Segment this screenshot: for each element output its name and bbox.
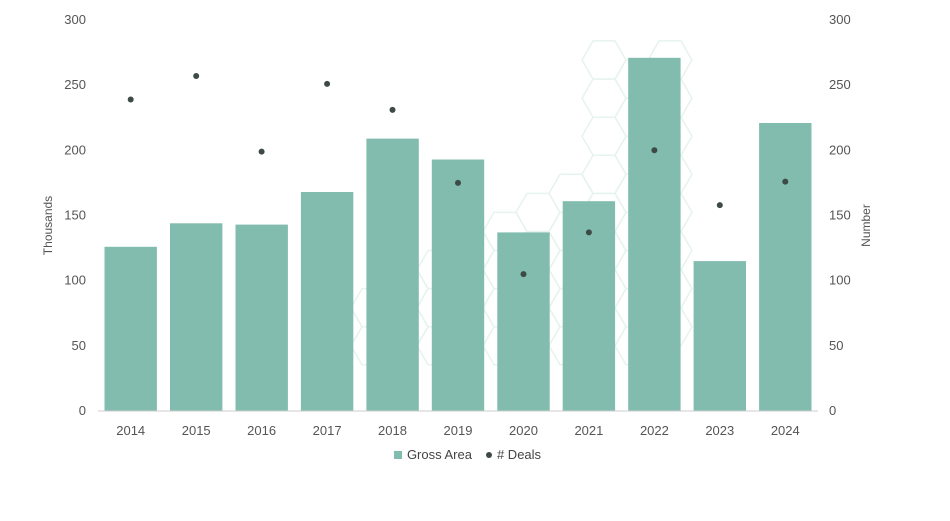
bar-series-gross-area — [104, 57, 812, 412]
left-tick-label: 150 — [64, 208, 86, 223]
watermark-hexagon — [581, 40, 627, 80]
left-axis-title: Thousands — [41, 196, 55, 255]
left-tick-label: 0 — [79, 403, 86, 418]
legend-item-gross-area[interactable]: Gross Area — [393, 447, 472, 462]
bar-2018[interactable] — [366, 138, 419, 411]
x-tick-label: 2023 — [705, 423, 734, 438]
deal-point-2020[interactable] — [520, 271, 527, 278]
deal-point-2024[interactable] — [782, 178, 789, 185]
right-tick-label: 150 — [829, 208, 851, 223]
deal-point-2014[interactable] — [127, 96, 134, 103]
bar-2017[interactable] — [300, 192, 354, 411]
bar-2016[interactable] — [235, 224, 288, 411]
right-tick-label: 0 — [829, 403, 836, 418]
deal-point-2018[interactable] — [389, 106, 396, 113]
right-tick-label: 50 — [829, 338, 843, 353]
legend-label-deals: # Deals — [496, 447, 542, 462]
x-tick-label: 2014 — [116, 423, 145, 438]
x-tick-label: 2018 — [378, 423, 407, 438]
bar-2023[interactable] — [693, 261, 746, 411]
left-tick-label: 300 — [64, 12, 86, 27]
bar-2014[interactable] — [104, 246, 157, 411]
legend-item-deals[interactable]: # Deals — [485, 447, 542, 462]
x-tick-label: 2024 — [771, 423, 800, 438]
bar-2021[interactable] — [562, 201, 616, 411]
deal-point-2016[interactable] — [258, 148, 265, 155]
deal-point-2015[interactable] — [193, 73, 200, 79]
right-axis-ticks: 0 50 100 150 200 250 300 — [829, 12, 851, 418]
x-tick-label: 2017 — [313, 423, 342, 438]
deal-point-2022[interactable] — [651, 147, 658, 154]
left-tick-label: 50 — [72, 338, 86, 353]
dot-series-deals — [127, 73, 789, 278]
deal-point-2021[interactable] — [585, 229, 592, 236]
watermark-hexagon — [515, 192, 561, 233]
x-tick-label: 2019 — [444, 423, 473, 438]
x-tick-label: 2015 — [182, 423, 211, 438]
x-tick-label: 2022 — [640, 423, 669, 438]
watermark-hexagon — [581, 116, 627, 157]
right-tick-label: 200 — [829, 142, 851, 157]
bar-2019[interactable] — [431, 159, 485, 412]
legend: Gross Area # Deals — [0, 447, 935, 462]
right-axis-title: Number — [859, 204, 873, 247]
legend-label-gross-area: Gross Area — [406, 447, 472, 462]
x-tick-label: 2016 — [247, 423, 276, 438]
watermark-hexagon — [581, 154, 627, 195]
bar-2020[interactable] — [497, 232, 550, 411]
left-tick-label: 100 — [64, 273, 86, 288]
x-axis-ticks: 2014 2015 2016 2017 2018 2019 2020 2021 2022 2023… — [116, 423, 800, 438]
right-tick-label: 100 — [829, 273, 851, 288]
legend-swatch-bar — [393, 450, 402, 459]
right-tick-label: 300 — [829, 12, 851, 27]
right-tick-label: 250 — [829, 77, 851, 92]
left-tick-label: 200 — [64, 142, 86, 157]
left-tick-label: 250 — [64, 77, 86, 92]
watermark-hexagon — [581, 78, 627, 118]
x-tick-label: 2020 — [509, 423, 538, 438]
x-tick-label: 2021 — [574, 423, 603, 438]
legend-swatch-dot — [485, 451, 492, 458]
bar-2024[interactable] — [759, 123, 812, 411]
deal-point-2019[interactable] — [455, 179, 461, 186]
deal-point-2023[interactable] — [716, 202, 723, 209]
left-axis-ticks: 0 50 100 150 200 250 300 — [64, 12, 86, 418]
deal-point-2017[interactable] — [324, 80, 331, 87]
bar-2022[interactable] — [628, 57, 681, 412]
bar-2015[interactable] — [170, 223, 223, 411]
